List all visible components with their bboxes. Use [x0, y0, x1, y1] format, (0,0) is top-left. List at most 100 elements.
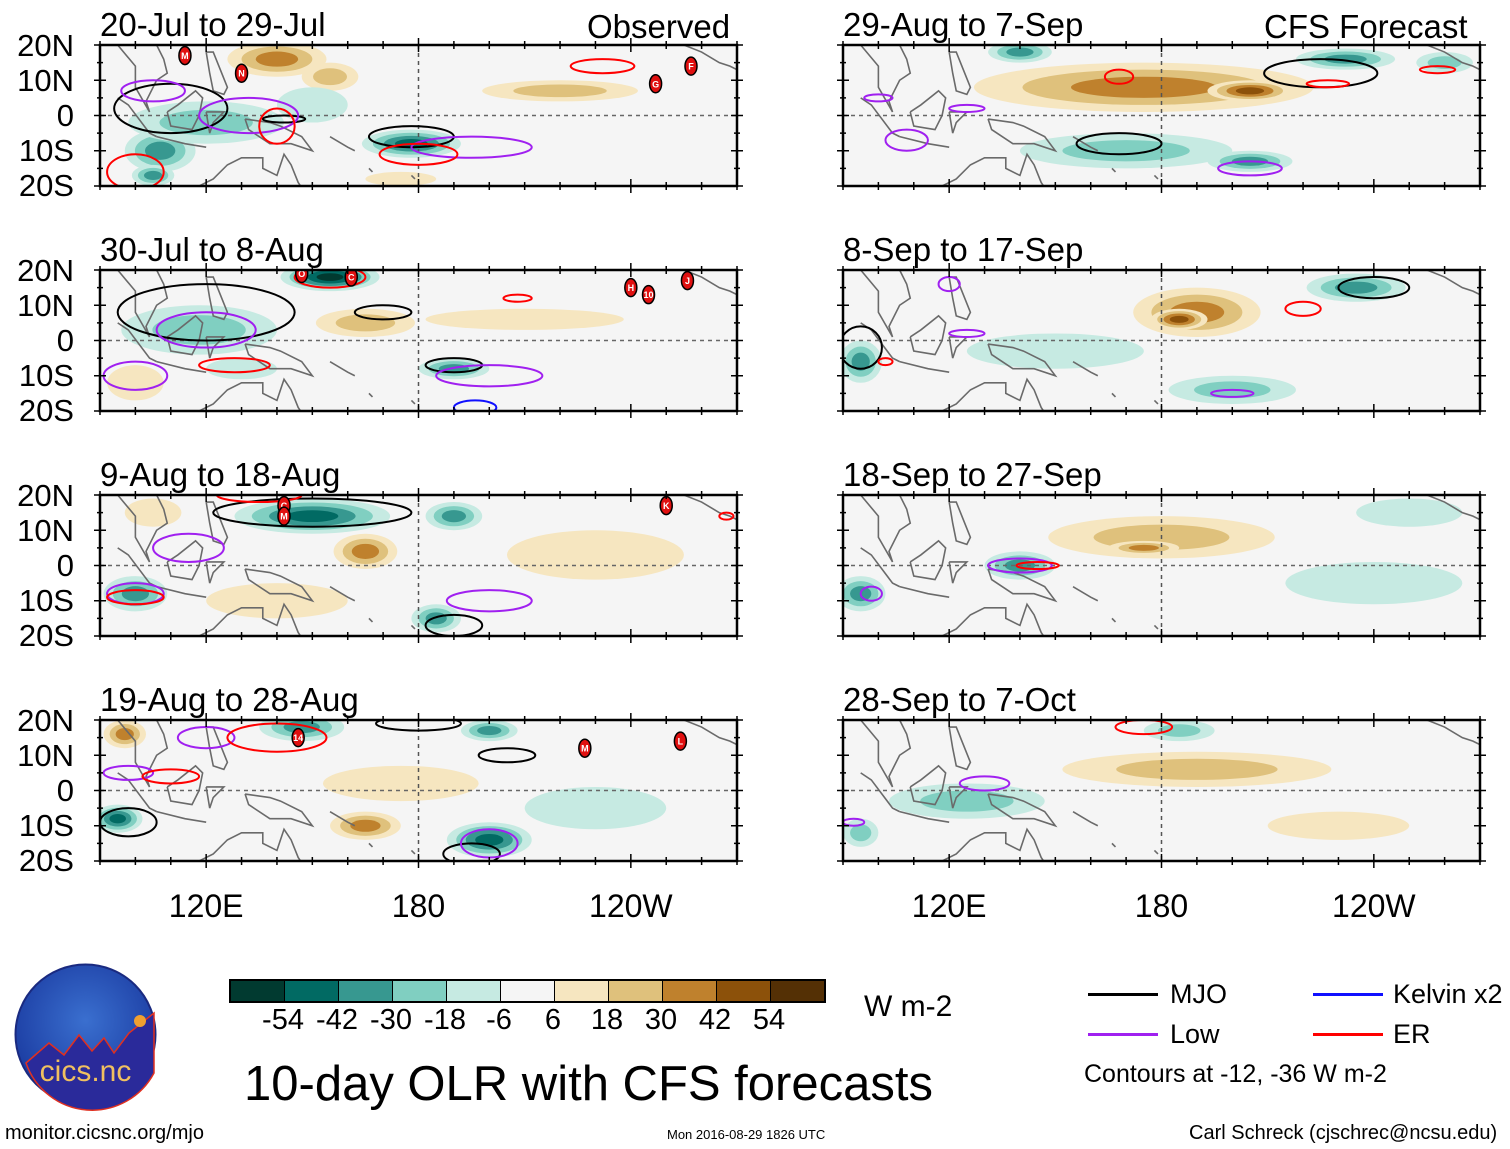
storm-label: C: [348, 273, 355, 283]
storm-label: 10: [644, 290, 654, 300]
coastline: [1426, 720, 1480, 746]
colorbar-swatch: [231, 981, 285, 1001]
coastline: [166, 539, 204, 581]
olr-anomaly-shading: [143, 170, 163, 180]
coastline: [899, 585, 950, 599]
contour-low: [152, 532, 225, 563]
colorbar-swatch: [771, 981, 824, 1001]
olr-anomaly-shading: [920, 790, 1014, 812]
storm-label: L: [678, 737, 684, 747]
tropical-cyclone-marker: C: [344, 270, 359, 287]
olr-anomaly-shading: [109, 814, 126, 824]
olr-anomaly-shading: [121, 586, 150, 602]
lat-label: 20N: [17, 703, 74, 738]
coastline: [948, 561, 969, 584]
coastline: [368, 617, 374, 623]
storm-label: M: [581, 744, 589, 754]
storm-label: O: [298, 269, 305, 279]
coastline: [166, 764, 204, 806]
contour-er: [198, 357, 271, 374]
coastline: [940, 602, 1045, 636]
lat-label: 0: [56, 773, 74, 808]
legend-er-line: [1313, 1033, 1383, 1036]
coastline: [156, 135, 207, 149]
olr-anomaly-shading: [365, 171, 437, 186]
coastline: [197, 602, 302, 636]
panel-title: 30-Jul to 8-Aug: [100, 231, 324, 268]
coastline: [860, 495, 912, 563]
coastline: [1153, 399, 1159, 405]
tropical-cyclone-marker: N: [234, 63, 249, 83]
colorbar-swatch: [285, 981, 339, 1001]
olr-anomaly-shading: [1285, 561, 1463, 605]
coastline: [410, 624, 416, 630]
olr-anomaly-shading: [1157, 724, 1201, 737]
storm-label: C: [281, 501, 288, 511]
legend-mjo-line: [1088, 993, 1158, 996]
colorbar-swatch: [339, 981, 393, 1001]
contour-er: [378, 142, 459, 166]
coastline: [368, 167, 374, 173]
coastline: [410, 399, 416, 405]
coastline: [1153, 624, 1159, 630]
coastline: [244, 568, 315, 603]
coastline: [940, 377, 1045, 411]
coastline: [987, 793, 1058, 828]
legend-kelvin-line: [1313, 993, 1383, 996]
lat-label: 10N: [17, 288, 74, 323]
legend-kelvin-label: Kelvin x2: [1393, 979, 1503, 1009]
coastline: [1426, 495, 1480, 521]
contour-mjo: [375, 720, 462, 732]
lat-label: 20N: [17, 28, 74, 63]
panel-title: 9-Aug to 18-Aug: [100, 456, 341, 493]
coastline: [166, 89, 204, 131]
footer-url[interactable]: monitor.cicsnc.org/mjo: [5, 1122, 204, 1144]
olr-anomaly-shading: [1235, 87, 1265, 95]
coastline: [909, 89, 947, 131]
coastline: [683, 45, 737, 71]
map-panel: [837, 38, 1486, 193]
olr-anomaly-shading: [107, 365, 164, 401]
olr-anomaly-shading: [1334, 281, 1378, 294]
contour-er: [877, 357, 894, 367]
panel-title: 28-Sep to 7-Oct: [843, 681, 1076, 718]
olr-anomaly-shading: [851, 352, 870, 371]
olr-anomaly-shading: [255, 51, 299, 67]
contour-er: [718, 511, 735, 521]
footer-credit: Carl Schreck (cjschrec@ncsu.edu): [1189, 1122, 1498, 1144]
contour-er: [569, 58, 636, 75]
olr-anomaly-shading: [1356, 498, 1463, 527]
tropical-cyclone-marker: F: [684, 56, 698, 76]
lat-label: 10S: [18, 358, 74, 393]
olr-anomaly-shading: [351, 543, 380, 559]
olr-anomaly-shading: [115, 728, 134, 741]
coastline: [117, 495, 169, 563]
lat-label: 10S: [18, 583, 74, 618]
coastline: [156, 360, 207, 374]
colorbar-tick-label: -42: [316, 1004, 358, 1036]
contour-low: [435, 364, 544, 388]
storm-label: J: [685, 276, 690, 286]
contour-low: [176, 726, 236, 750]
colorbar-tick-label: 30: [644, 1004, 678, 1036]
olr-anomaly-shading: [276, 87, 348, 123]
contour-er: [106, 153, 165, 186]
colorbar-units: W m-2: [864, 990, 953, 1023]
map-panel: [837, 263, 1486, 418]
lon-label: 180: [1134, 888, 1189, 924]
coastline: [205, 561, 226, 584]
coastline: [197, 152, 302, 186]
colorbar-tick-label: 54: [752, 1004, 786, 1036]
olr-anomaly-shading: [1169, 315, 1189, 323]
coastline: [1111, 167, 1117, 173]
olr-anomaly-shading: [1267, 811, 1410, 840]
lat-label: 20S: [18, 393, 74, 428]
olr-anomaly-shading: [1006, 47, 1034, 57]
contour-low: [1210, 388, 1255, 398]
contour-mjo: [261, 114, 307, 124]
contour-mjo: [353, 304, 413, 321]
olr-anomaly-shading: [206, 583, 348, 619]
coastline: [117, 270, 169, 338]
tropical-cyclone-marker: L: [673, 731, 688, 751]
colorbar-swatch: [609, 981, 663, 1001]
